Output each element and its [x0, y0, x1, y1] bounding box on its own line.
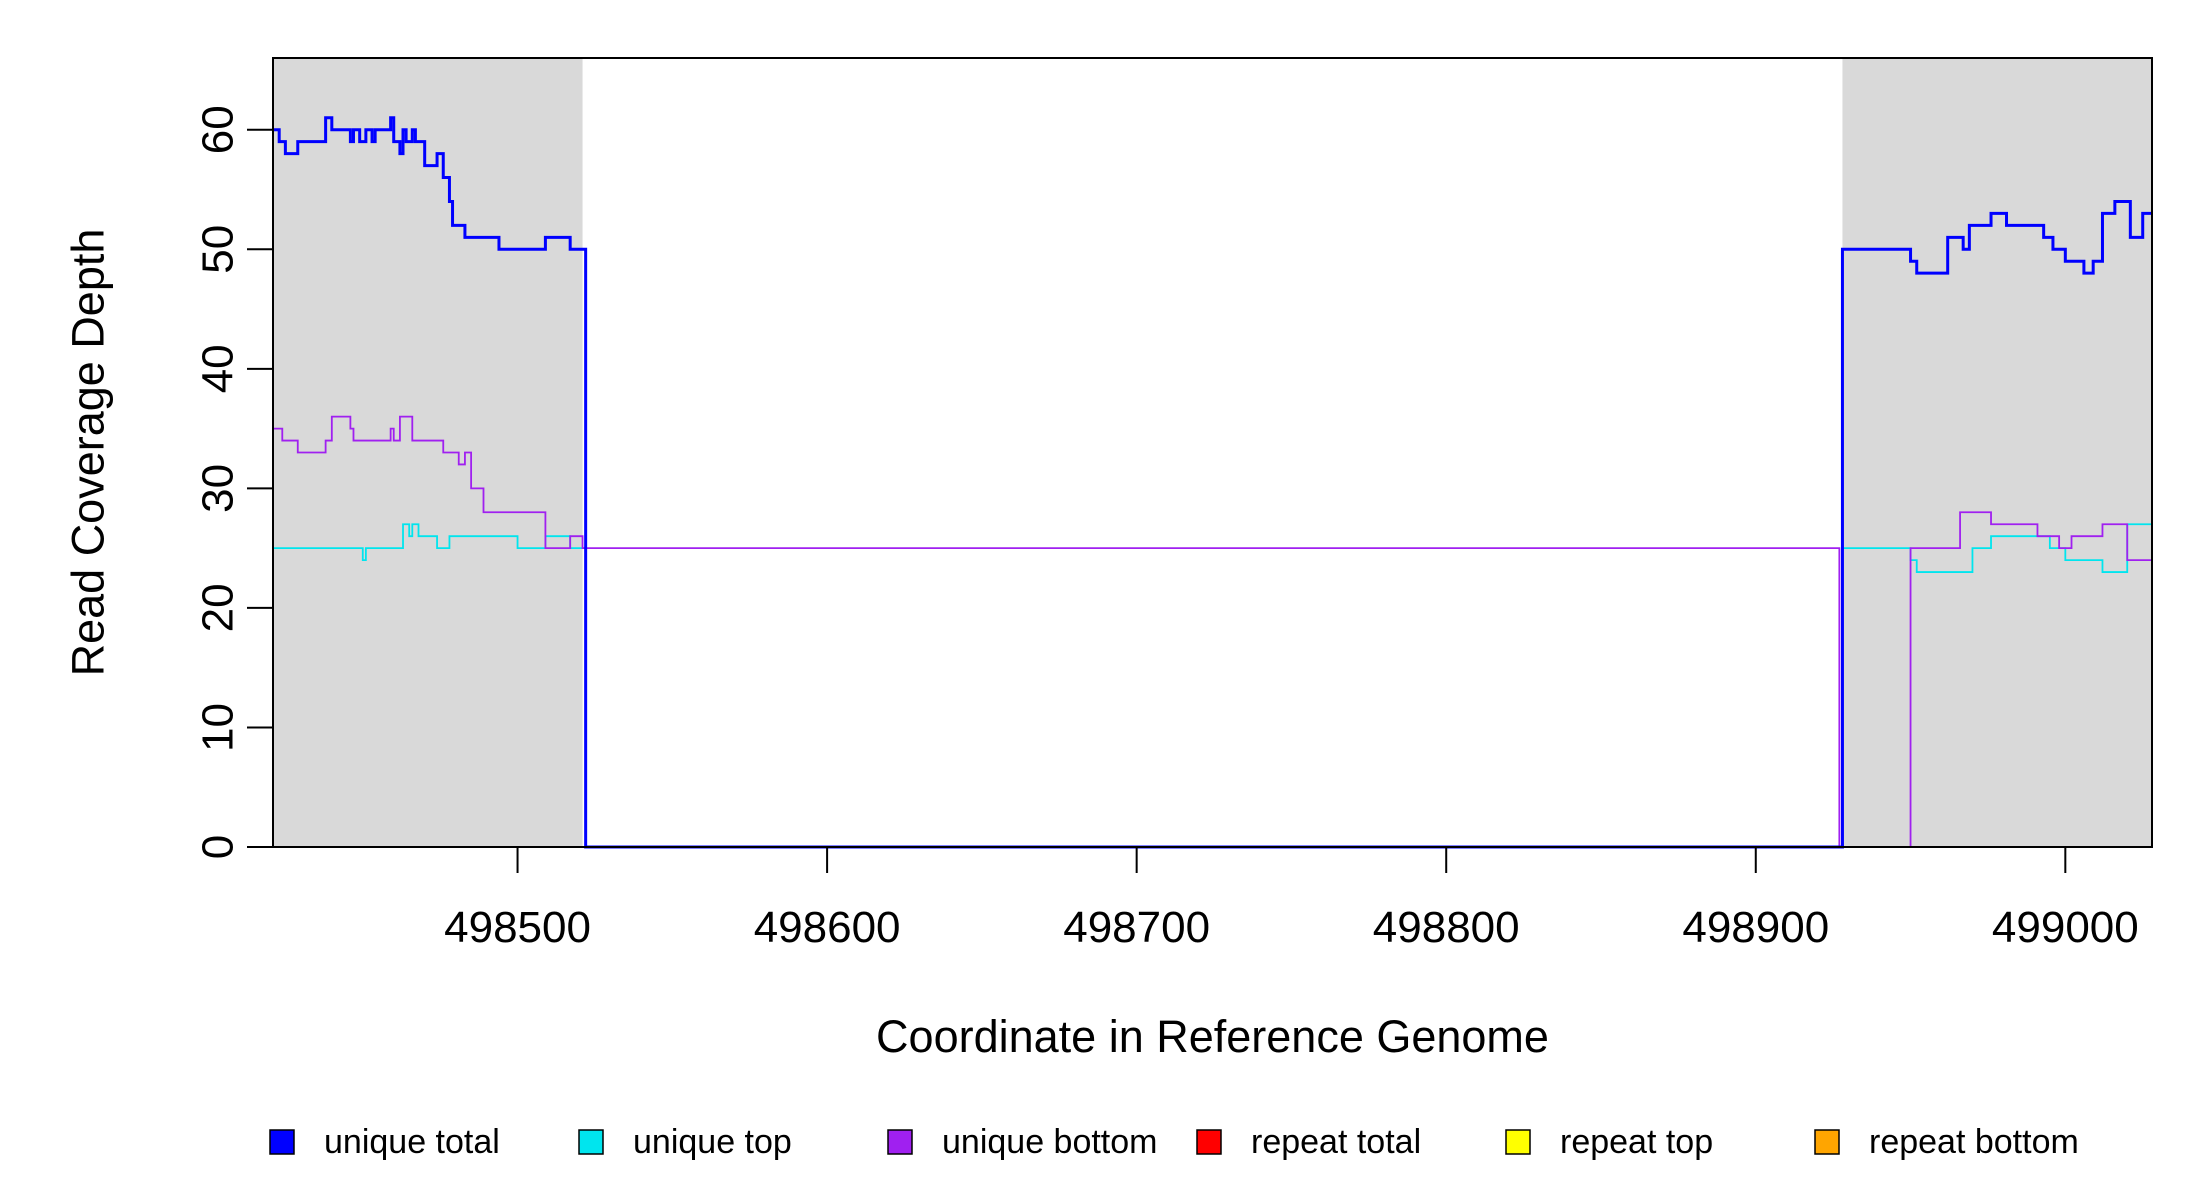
legend-label-repeat-total: repeat total — [1251, 1123, 1421, 1161]
y-axis: 0 10 20 30 40 50 60 — [194, 105, 273, 859]
shaded-region-1 — [1842, 58, 2152, 847]
legend-label-unique-bottom: unique bottom — [942, 1123, 1158, 1161]
x-tick-label: 498700 — [1063, 903, 1210, 952]
legend-label-unique-total: unique total — [324, 1123, 500, 1161]
x-tick-label: 498500 — [444, 903, 591, 952]
legend: unique total unique top unique bottom repea… — [269, 1123, 2079, 1161]
x-tick-label: 499000 — [1992, 903, 2139, 952]
series-line-unique-bottom — [273, 415, 2152, 848]
legend-label-unique-top: unique top — [633, 1123, 792, 1161]
legend-swatch-unique-top — [578, 1129, 604, 1155]
y-axis-title: Read Coverage Depth — [63, 229, 114, 677]
x-tick-label: 498600 — [754, 903, 901, 952]
x-tick-label: 498800 — [1373, 903, 1520, 952]
legend-swatch-repeat-bottom — [1814, 1129, 1840, 1155]
legend-swatch-repeat-total — [1196, 1129, 1222, 1155]
y-tick-label: 10 — [194, 703, 243, 752]
series-line-unique-top — [273, 512, 2153, 848]
x-axis: 498500 498600 498700 498800 498900 499000 — [444, 847, 2139, 952]
y-tick-label: 50 — [194, 225, 243, 274]
y-tick-label: 60 — [194, 105, 243, 154]
legend-label-repeat-bottom: repeat bottom — [1869, 1123, 2079, 1161]
legend-swatch-unique-total — [269, 1129, 295, 1155]
x-tick-label: 498900 — [1682, 903, 1829, 952]
plot-frame — [272, 57, 2153, 848]
shaded-regions — [273, 58, 2152, 847]
legend-swatch-unique-bottom — [887, 1129, 913, 1155]
y-tick-label: 30 — [194, 464, 243, 513]
legend-swatch-repeat-top — [1505, 1129, 1531, 1155]
y-tick-label: 40 — [194, 344, 243, 393]
x-axis-title: Coordinate in Reference Genome — [876, 1011, 1549, 1062]
y-tick-label: 20 — [194, 583, 243, 632]
y-tick-label: 0 — [194, 835, 243, 859]
legend-label-repeat-top: repeat top — [1560, 1123, 1713, 1161]
series-line-unique-total — [273, 116, 2152, 849]
